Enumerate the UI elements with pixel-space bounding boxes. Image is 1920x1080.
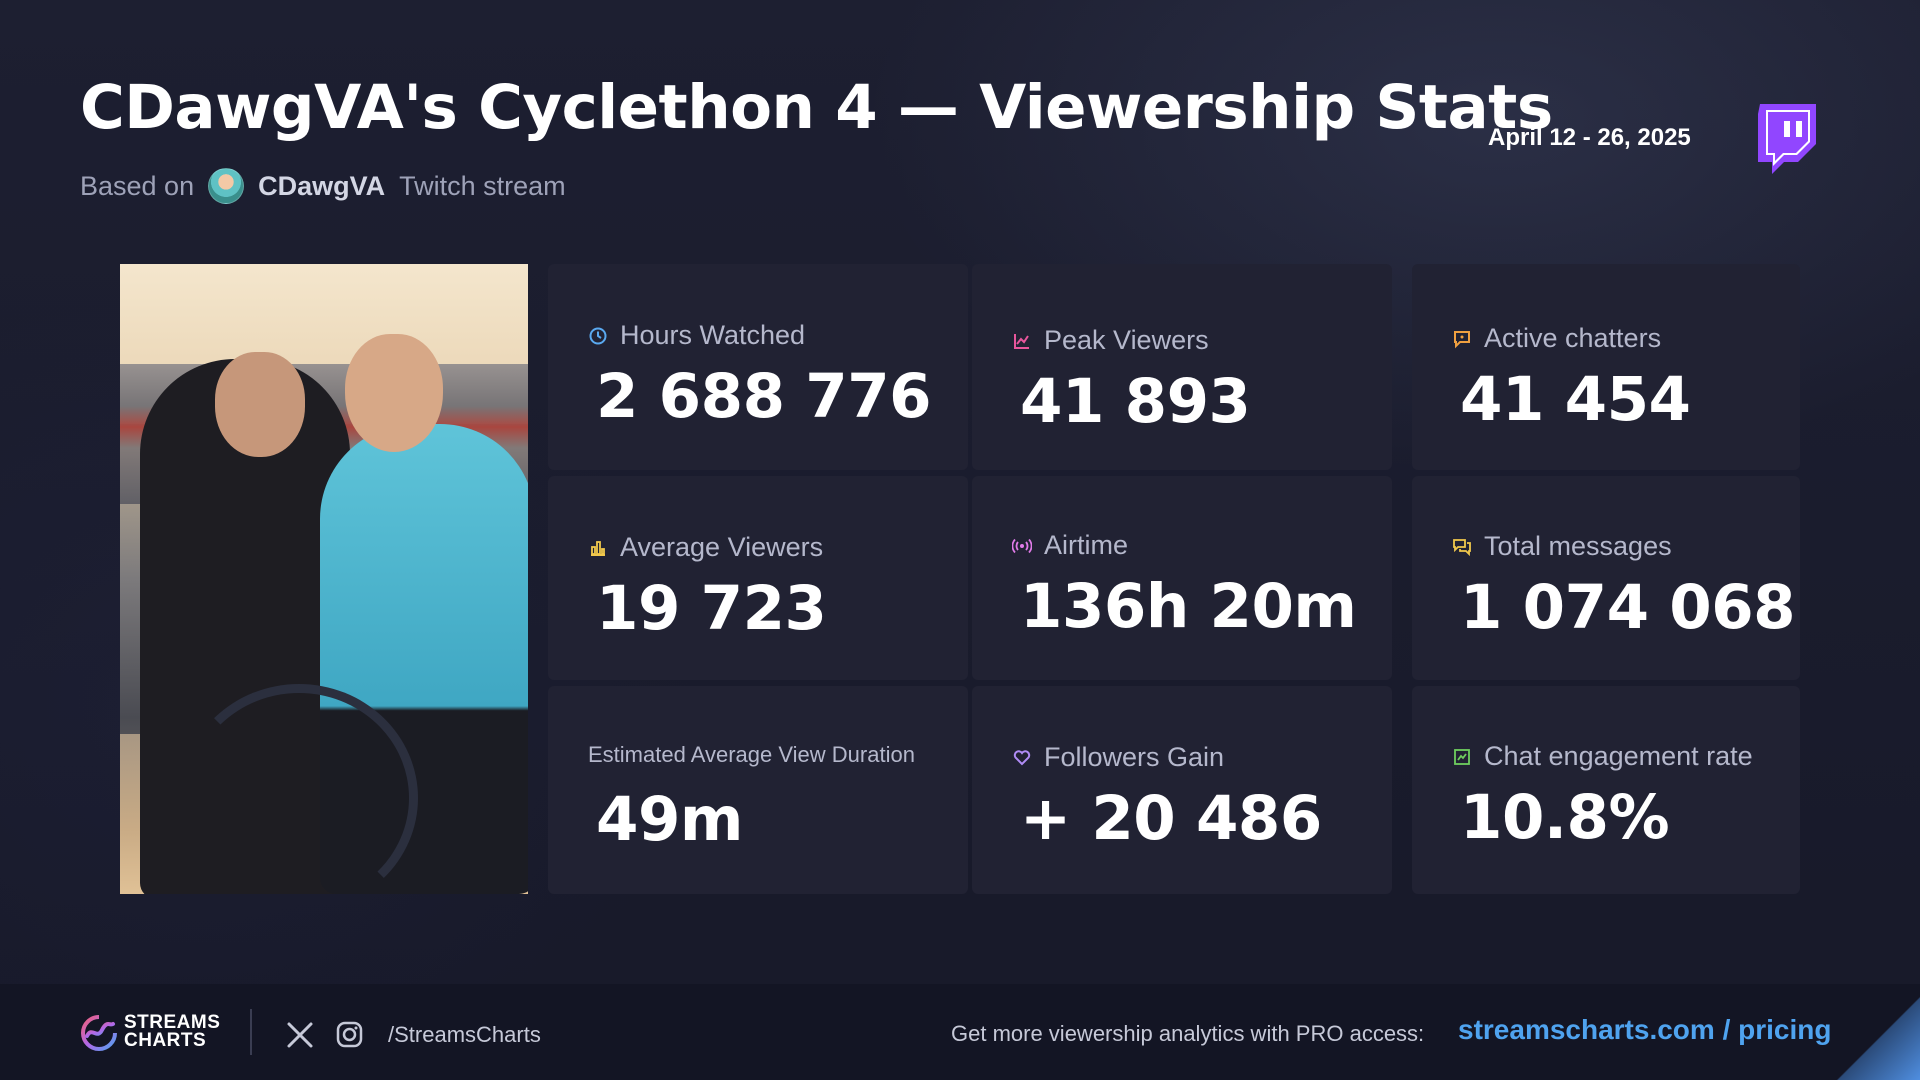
x-twitter-icon[interactable] — [286, 1021, 314, 1049]
stat-card-hours-watched: Hours Watched 2 688 776 — [548, 264, 968, 470]
broadcast-icon — [1012, 538, 1032, 553]
stat-card-total-messages: Total messages 1 074 068 — [1412, 476, 1800, 680]
stat-label: Airtime — [1012, 530, 1128, 561]
stat-card-active-chatters: Active chatters 41 454 — [1412, 264, 1800, 470]
stat-value: 2 688 776 — [596, 361, 932, 432]
stat-value: 41 893 — [1020, 366, 1251, 437]
clock-icon — [589, 327, 607, 344]
footer-divider — [250, 1009, 252, 1055]
messages-icon — [1453, 538, 1471, 556]
page-title: CDawgVA's Cyclethon 4 — Viewership Stats — [80, 72, 1553, 143]
stat-label: Total messages — [1452, 531, 1672, 562]
stat-label: Active chatters — [1452, 323, 1661, 354]
engagement-icon — [1454, 748, 1470, 765]
pro-access-text: Get more viewership analytics with PRO a… — [951, 1021, 1425, 1046]
stat-value: 10.8% — [1460, 782, 1670, 853]
stat-value: 136h 20m — [1020, 571, 1357, 642]
footer-corner-accent — [1830, 984, 1920, 1080]
streams-charts-logo-icon — [81, 1015, 117, 1051]
instagram-icon[interactable] — [336, 1021, 363, 1048]
based-on-text: Based on — [80, 170, 195, 201]
stat-card-chat-engagement-rate: Chat engagement rate 10.8% — [1412, 686, 1800, 894]
stat-card-peak-viewers: Peak Viewers 41 893 — [972, 264, 1392, 470]
stat-label: Hours Watched — [588, 320, 805, 351]
stat-label: Average Viewers — [588, 532, 823, 563]
stat-value: 1 074 068 — [1460, 572, 1796, 643]
stat-card-airtime: Airtime 136h 20m — [972, 476, 1392, 680]
stat-card-estimated-average-view-duration: Estimated Average View Duration 49m — [548, 686, 968, 894]
stat-value: 49m — [596, 784, 743, 855]
channel-name: CDawgVA — [258, 170, 386, 201]
stat-label: Followers Gain — [1012, 742, 1224, 773]
twitch-logo — [1758, 104, 1816, 174]
stat-card-average-viewers: Average Viewers 19 723 — [548, 476, 968, 680]
channel-avatar — [208, 168, 245, 204]
heart-icon — [1013, 749, 1031, 765]
chat-icon — [1454, 330, 1470, 348]
social-handle[interactable]: /StreamsCharts — [388, 1022, 541, 1047]
stat-label: Chat engagement rate — [1452, 741, 1753, 772]
chart-icon — [1014, 333, 1029, 349]
platform-suffix: Twitch stream — [399, 170, 566, 201]
stat-card-followers-gain: Followers Gain + 20 486 — [972, 686, 1392, 894]
stat-label: Peak Viewers — [1012, 325, 1209, 356]
brand-name: STREAMS CHARTS — [124, 1012, 221, 1051]
stat-value: + 20 486 — [1020, 783, 1322, 854]
subtitle: Based on CDawgVA Twitch stream — [80, 166, 566, 206]
pricing-link[interactable]: streamscharts.com / pricing — [1458, 1014, 1832, 1045]
bar-chart-icon — [591, 540, 605, 556]
stream-photo — [120, 264, 528, 894]
date-range: April 12 - 26, 2025 — [1488, 124, 1691, 151]
footer — [0, 984, 1920, 1080]
stat-label: Estimated Average View Duration — [588, 742, 915, 767]
stat-value: 19 723 — [596, 573, 827, 644]
stat-value: 41 454 — [1460, 364, 1691, 435]
